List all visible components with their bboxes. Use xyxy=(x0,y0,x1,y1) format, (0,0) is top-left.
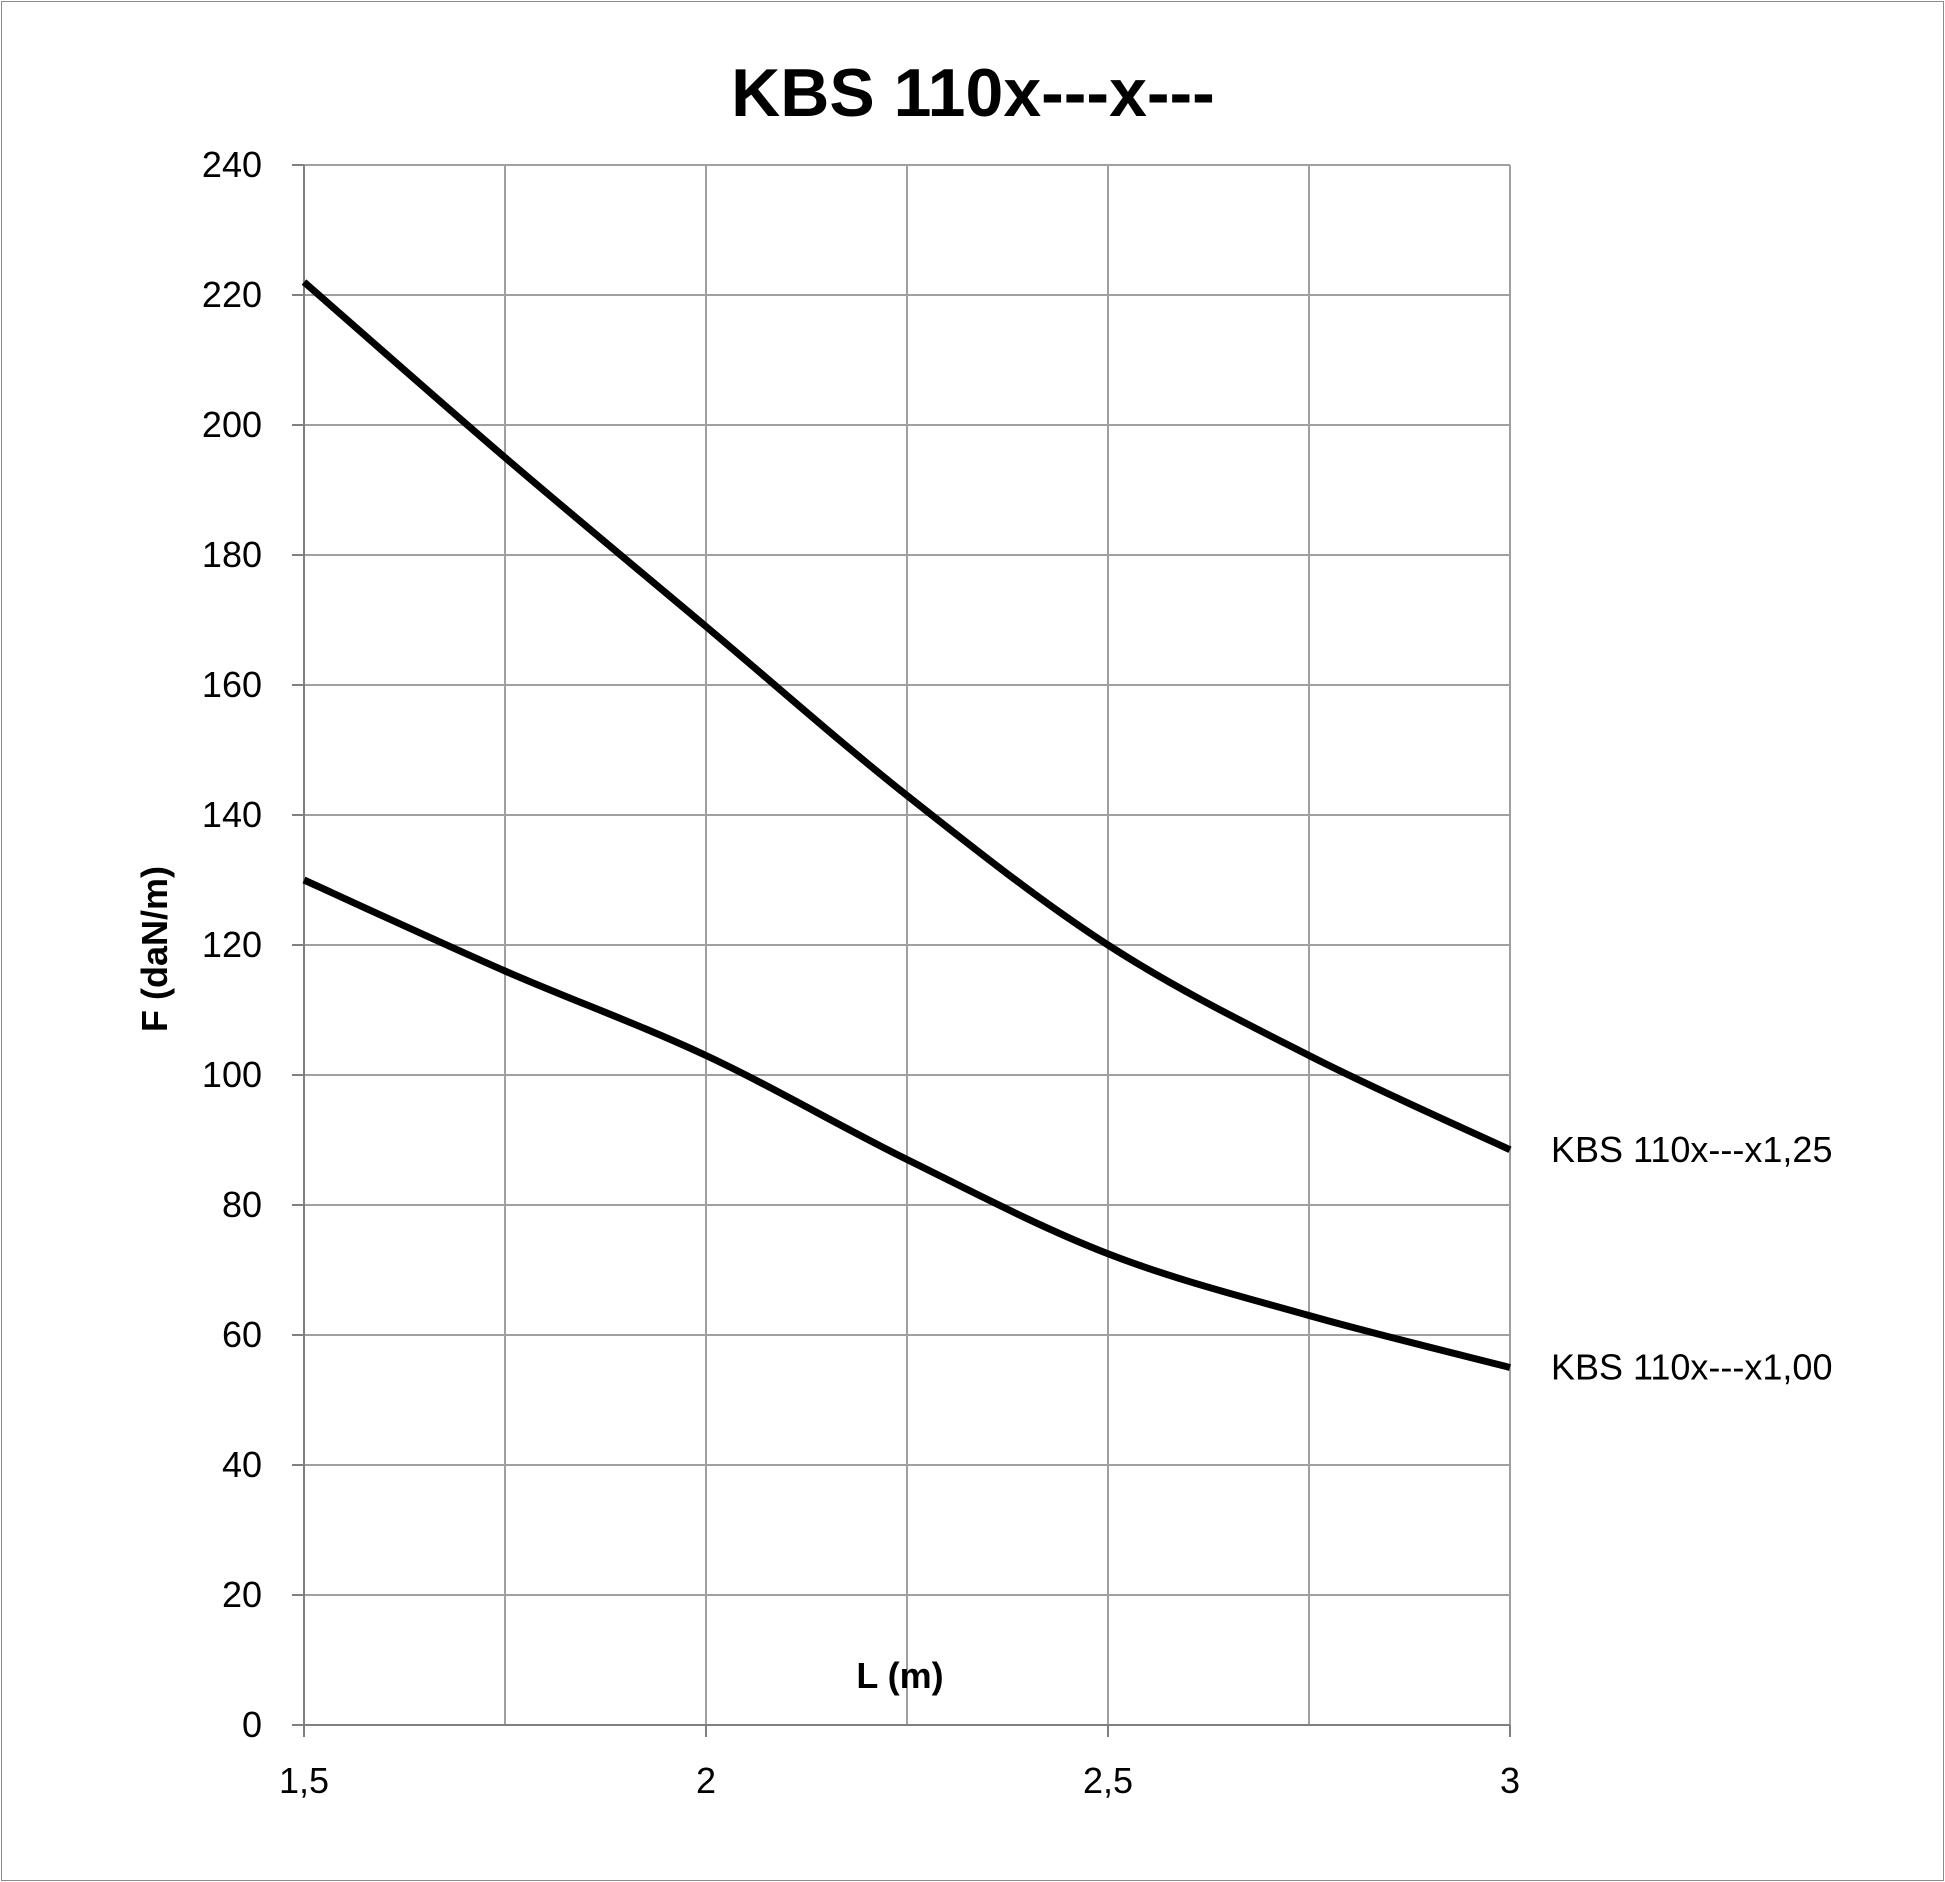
y-tick-label: 200 xyxy=(202,404,262,445)
x-tick-label: 3 xyxy=(1500,1760,1520,1801)
series-line-0 xyxy=(301,279,1512,1153)
x-axis-label: L (m) xyxy=(856,1655,943,1696)
series-label: KBS 110x---x1,25 xyxy=(1551,1129,1832,1170)
y-tick-label: 180 xyxy=(202,534,262,575)
y-tick-label: 40 xyxy=(222,1444,262,1485)
y-tick-label: 80 xyxy=(222,1184,262,1225)
y-tick-label: 160 xyxy=(202,664,262,705)
y-axis-label: F (daN/m) xyxy=(134,866,175,1032)
y-tick-label: 220 xyxy=(202,274,262,315)
y-tick-label: 60 xyxy=(222,1314,262,1355)
series-line-1 xyxy=(302,876,1511,1371)
series-label: KBS 110x---x1,00 xyxy=(1551,1347,1832,1388)
y-tick-label: 240 xyxy=(202,144,262,185)
x-tick-label: 2,5 xyxy=(1083,1760,1133,1801)
y-tick-label: 20 xyxy=(222,1574,262,1615)
x-tick-label: 1,5 xyxy=(279,1760,329,1801)
y-tick-label: 120 xyxy=(202,924,262,965)
chart-title: KBS 110x---x--- xyxy=(731,55,1215,131)
y-tick-label: 140 xyxy=(202,794,262,835)
y-tick-label: 100 xyxy=(202,1054,262,1095)
y-tick-label: 0 xyxy=(242,1704,262,1745)
x-tick-label: 2 xyxy=(696,1760,716,1801)
